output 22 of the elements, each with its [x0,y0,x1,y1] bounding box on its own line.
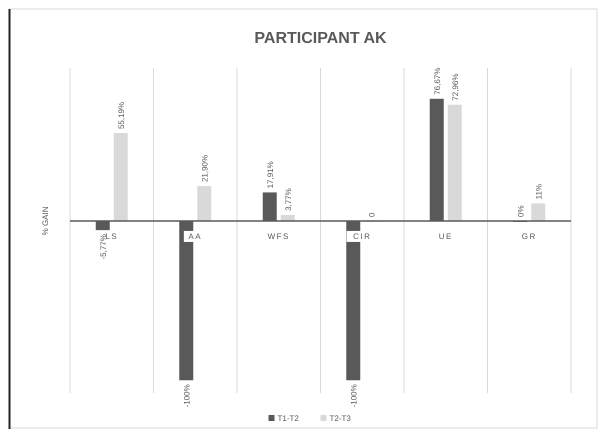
x-tick-label: WFS [268,232,290,241]
x-tick-label: UE [438,232,453,241]
data-label: 11% [534,184,544,200]
x-tick-label: AA [188,232,202,241]
data-label: -100% [349,384,358,408]
x-tick-label: CIR [353,232,372,241]
data-label: 0 [367,212,376,217]
data-label: -100% [182,384,192,408]
y-axis-title: % GAIN [41,206,50,236]
data-label: -5,77% [98,234,108,260]
data-label: 21,90% [200,154,210,182]
x-tick-label: LS [105,232,118,241]
data-label: 0% [516,205,526,217]
data-label: 55,19% [116,102,126,130]
chart-title: PARTICIPANT AK [254,30,388,47]
legend-label: T2-T3 [330,414,352,423]
data-label: 17,91% [266,161,275,188]
data-label: 3,77% [284,188,293,211]
legend-label: T1-T2 [278,414,300,423]
data-label: 72,96% [450,74,460,101]
x-tick-label: GR [522,232,537,241]
data-label: 76,67% [432,68,442,95]
